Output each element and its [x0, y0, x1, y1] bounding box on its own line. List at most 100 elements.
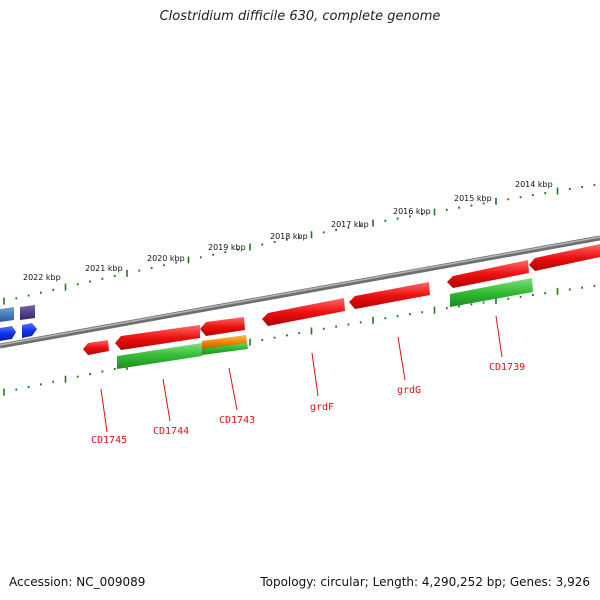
gene-feature-cd1744-red[interactable] [115, 325, 200, 350]
leader-line [100, 388, 108, 433]
minor-tick [396, 315, 399, 318]
genome-backbone [0, 235, 600, 349]
gene-labels: CD1745 CD1744 CD1743 grdF grdG CD1739 [91, 362, 525, 446]
minor-tick [163, 264, 165, 267]
gene-feature-red[interactable] [529, 244, 600, 271]
gene-feature-blue[interactable] [0, 326, 16, 341]
minor-tick [273, 241, 276, 244]
gene-feature-cd1745[interactable] [83, 340, 109, 355]
minor-tick [322, 231, 325, 234]
gene-feature-cd1743-orange[interactable] [202, 335, 247, 349]
minor-tick [519, 196, 522, 199]
scale-label: 2016 kbp [393, 207, 431, 216]
gene-label-cd1739[interactable]: CD1739 [489, 362, 525, 373]
minor-tick [298, 236, 301, 239]
minor-tick [445, 208, 448, 211]
leader-line [397, 336, 406, 381]
minor-tick [76, 375, 79, 378]
leader-line [495, 315, 503, 358]
minor-tick [347, 226, 350, 229]
minor-tick [286, 334, 288, 337]
gene-feature-slate[interactable] [0, 307, 14, 322]
leader-line [162, 378, 171, 422]
minor-tick [581, 286, 583, 289]
minor-tick [507, 297, 510, 300]
minor-tick [384, 317, 387, 320]
minor-tick [581, 185, 583, 188]
minor-tick [150, 266, 153, 269]
minor-tick [52, 288, 55, 291]
minor-tick [409, 313, 411, 316]
minor-tick [40, 291, 42, 294]
minor-tick [89, 373, 91, 376]
minor-tick [568, 288, 571, 291]
minor-tick [89, 280, 91, 283]
minor-tick [15, 388, 18, 391]
minor-tick [298, 332, 301, 335]
minor-tick [421, 213, 424, 216]
minor-tick [421, 311, 424, 314]
gene-feature-grdg[interactable] [349, 282, 430, 309]
gene-feature-purple[interactable] [20, 305, 35, 320]
minor-tick [261, 243, 264, 246]
minor-tick [261, 338, 264, 341]
gene-feature-cd1744-green[interactable] [117, 343, 202, 369]
minor-tick [40, 383, 42, 386]
minor-tick [335, 229, 337, 232]
genome-backbone-highlight [0, 236, 600, 346]
gene-feature-grdf[interactable] [262, 298, 345, 326]
topology-label: Topology: [260, 575, 321, 589]
gene-label-grdg[interactable]: grdG [397, 385, 421, 396]
minor-tick [482, 202, 485, 205]
minor-tick [409, 215, 411, 218]
minor-tick [593, 284, 596, 287]
minor-tick [568, 187, 571, 190]
accession-info: Accession: NC_009089 [9, 575, 145, 589]
minor-tick [199, 256, 202, 259]
minor-tick [335, 325, 337, 328]
genome-summary: Topology: circular; Length: 4,290,252 bp… [260, 575, 590, 589]
minor-tick [273, 336, 276, 339]
label-leaders [100, 315, 503, 433]
scale-label: 2018 kbp [270, 232, 308, 241]
minor-tick [544, 192, 547, 195]
minor-tick [101, 370, 104, 373]
scale-label: 2022 kbp [23, 273, 61, 282]
minor-tick [593, 183, 596, 186]
scale-labels: 2022 kbp 2021 kbp 2020 kbp 2019 kbp 2018… [23, 180, 553, 282]
length-label: ; Length: [364, 575, 422, 589]
gene-feature-red[interactable] [447, 260, 529, 288]
gene-feature-blue[interactable] [22, 323, 37, 338]
scale-label: 2020 kbp [147, 254, 185, 263]
minor-tick [458, 206, 460, 209]
leader-line [228, 367, 238, 411]
gene-label-cd1745[interactable]: CD1745 [91, 435, 127, 446]
minor-tick [138, 269, 141, 272]
minor-tick [175, 261, 178, 264]
minor-tick [359, 224, 362, 227]
minor-tick [532, 194, 534, 197]
accession-value: NC_009089 [76, 575, 146, 589]
minor-tick [322, 327, 325, 330]
minor-tick [52, 380, 55, 383]
scale-label: 2015 kbp [454, 194, 492, 203]
gene-feature-cd1743-green[interactable] [202, 341, 248, 355]
minor-tick [76, 283, 79, 286]
minor-tick [113, 367, 116, 370]
minor-tick [101, 277, 104, 280]
minor-tick [519, 295, 522, 298]
minor-tick [27, 385, 30, 388]
topology-value: circular [320, 575, 365, 589]
minor-tick [470, 303, 473, 306]
minor-tick [212, 253, 214, 256]
scale-label: 2017 kbp [331, 220, 369, 229]
gene-feature-cd1739[interactable] [450, 278, 533, 307]
gene-label-cd1743[interactable]: CD1743 [219, 415, 255, 426]
gene-feature-cd1743-red[interactable] [200, 317, 245, 336]
gene-label-cd1744[interactable]: CD1744 [153, 426, 189, 437]
gene-label-grdf[interactable]: grdF [310, 402, 334, 413]
inner-tick-ring [3, 284, 596, 396]
minor-tick [359, 321, 362, 324]
minor-tick [470, 204, 473, 207]
